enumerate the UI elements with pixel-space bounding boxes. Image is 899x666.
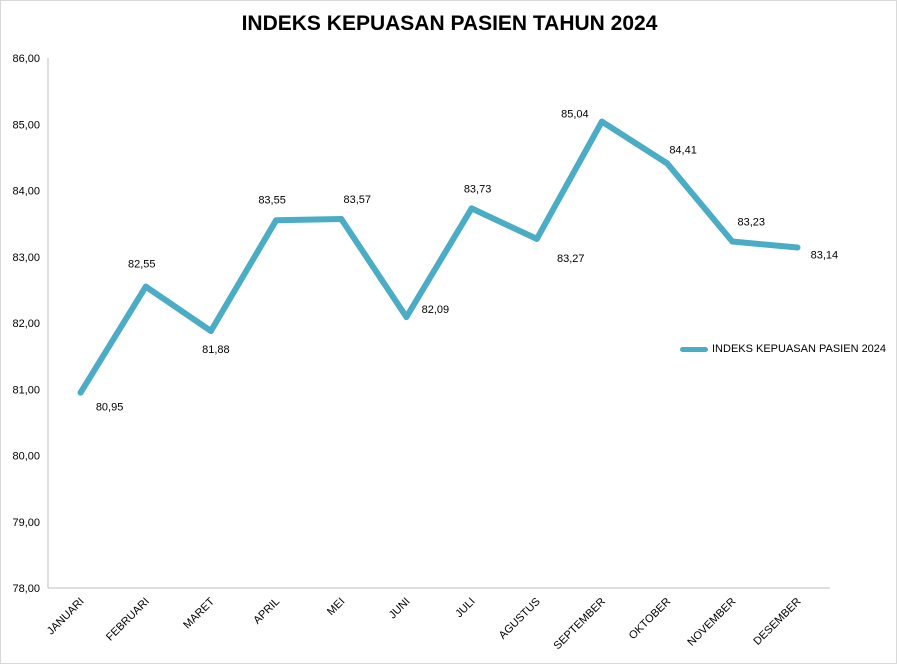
y-tick-label: 81,00 [12,384,40,396]
data-label: 83,55 [258,194,286,206]
x-tick-label: OKTOBER [627,596,673,642]
y-tick-label: 85,00 [12,119,40,131]
data-label: 82,55 [128,259,156,271]
data-point [273,217,280,224]
y-tick-label: 78,00 [12,583,40,595]
legend-swatch [680,346,708,352]
data-point [468,205,475,212]
data-point [142,283,149,290]
x-tick-label: DESEMBER [751,596,803,648]
data-label: 83,73 [464,183,492,195]
chart-title: INDEKS KEPUASAN PASIEN TAHUN 2024 [241,12,658,35]
data-point [77,389,84,396]
data-point [403,314,410,321]
x-tick-label: JULI [453,596,477,620]
data-label: 81,88 [202,344,230,356]
y-tick-label: 83,00 [12,252,40,264]
data-label: 83,57 [343,194,371,206]
y-tick-label: 86,00 [12,53,40,65]
x-tick-label: MEI [325,596,347,618]
x-tick-label: MARET [181,595,217,631]
x-tick-label: APRIL [251,596,282,627]
data-point [533,235,540,242]
legend: INDEKS KEPUASAN PASIEN 2024 [680,343,886,355]
data-point [338,215,345,222]
data-label: 85,04 [561,109,589,121]
y-tick-label: 82,00 [12,318,40,330]
x-tick-label: JUNI [387,596,413,622]
data-point [794,244,801,251]
data-label: 83,14 [811,249,839,261]
data-point [664,160,671,167]
x-tick-label: SEPTEMBER [552,596,609,653]
x-tick-label: NOVEMBER [685,596,738,649]
data-point [207,327,214,334]
legend-label: INDEKS KEPUASAN PASIEN 2024 [712,343,887,355]
series-line [77,118,801,396]
data-label: 84,41 [669,144,697,156]
data-point [598,118,605,125]
x-tick-label: JANUARI [45,596,87,638]
data-label: 83,27 [557,253,585,265]
x-tick-label: FEBRUARI [104,596,152,644]
y-tick-label: 79,00 [12,517,40,529]
y-tick-label: 80,00 [12,451,40,463]
data-label: 83,23 [737,217,765,229]
data-label: 80,95 [96,402,124,414]
data-label: 82,09 [422,304,450,316]
data-point [729,238,736,245]
y-tick-label: 84,00 [12,186,40,198]
x-tick-label: AGUSTUS [497,596,543,642]
